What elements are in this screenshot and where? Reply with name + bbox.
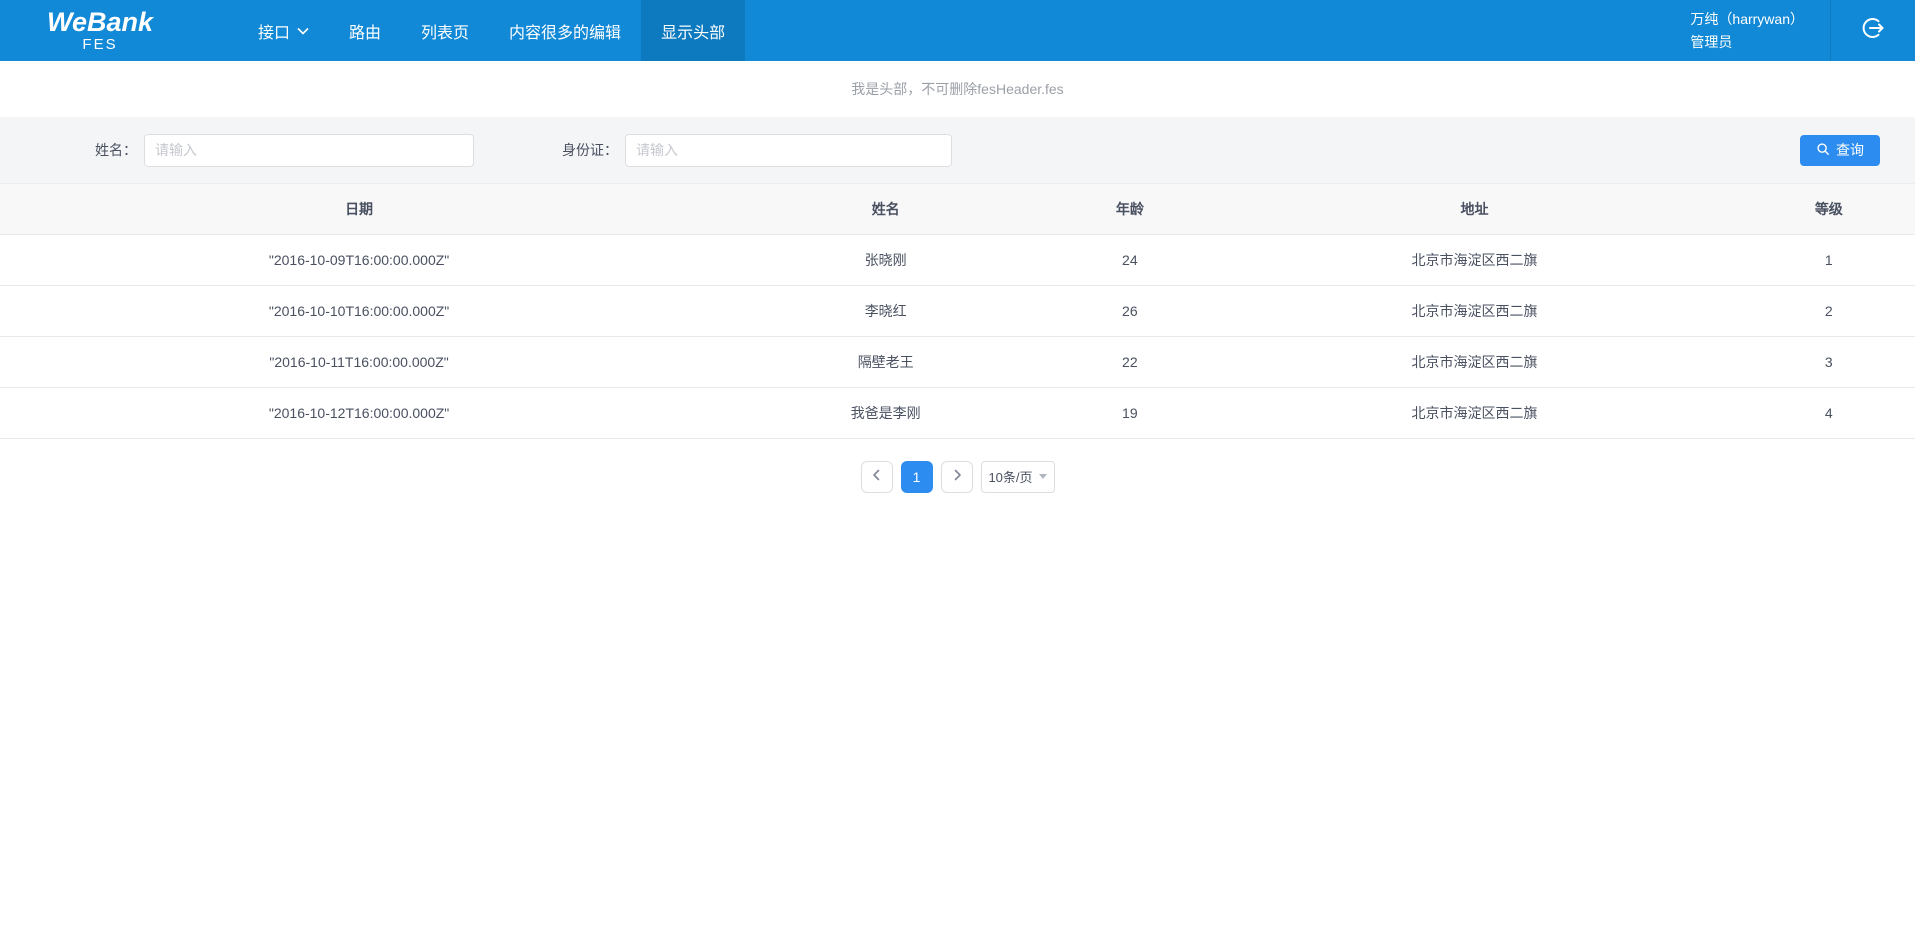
main-nav: 接口 路由 列表页 内容很多的编辑 显示头部 xyxy=(238,0,746,61)
user-info[interactable]: 万纯（harrywan） 管理员 xyxy=(1690,0,1804,61)
table-row: "2016-10-09T16:00:00.000Z" 张晓刚 24 北京市海淀区… xyxy=(0,234,1915,286)
table-row: "2016-10-10T16:00:00.000Z" 李晓红 26 北京市海淀区… xyxy=(0,285,1915,337)
cell-level: 1 xyxy=(1742,234,1915,286)
navbar-divider xyxy=(1830,0,1831,61)
cell-address: 北京市海淀区西二旗 xyxy=(1206,234,1743,286)
cell-date: "2016-10-09T16:00:00.000Z" xyxy=(0,234,719,286)
cell-level: 2 xyxy=(1742,285,1915,337)
cell-date: "2016-10-10T16:00:00.000Z" xyxy=(0,285,719,337)
data-table: 日期 姓名 年龄 地址 等级 "2016-10-09T16:00:00.000Z… xyxy=(0,184,1915,439)
logout-button[interactable] xyxy=(1831,0,1915,61)
top-navbar: WeBank FES 接口 路由 列表页 内容很多的编辑 显示头部 万纯（har… xyxy=(0,0,1915,61)
prev-page-button[interactable] xyxy=(860,460,893,493)
cell-date: "2016-10-12T16:00:00.000Z" xyxy=(0,387,719,439)
cell-address: 北京市海淀区西二旗 xyxy=(1206,336,1743,388)
page-size-select[interactable]: 10条/页 xyxy=(980,460,1055,493)
cell-date: "2016-10-11T16:00:00.000Z" xyxy=(0,336,719,388)
cell-name: 李晓红 xyxy=(718,285,1054,337)
chevron-right-icon xyxy=(951,468,963,486)
logo-subtitle: FES xyxy=(82,35,118,53)
logo-title: WeBank xyxy=(46,6,154,37)
cell-age: 22 xyxy=(1053,336,1207,388)
cell-level: 4 xyxy=(1742,387,1915,439)
id-card-input[interactable] xyxy=(625,133,952,167)
page-number-button[interactable]: 1 xyxy=(900,460,933,493)
nav-item-list-page[interactable]: 列表页 xyxy=(401,0,489,61)
search-button[interactable]: 查询 xyxy=(1800,134,1880,166)
nav-item-show-header-label: 显示头部 xyxy=(661,24,726,42)
logo[interactable]: WeBank FES xyxy=(30,0,170,61)
cell-age: 24 xyxy=(1053,234,1207,286)
col-header-address: 地址 xyxy=(1206,184,1743,235)
name-field-label: 姓名： xyxy=(95,142,137,158)
cell-level: 3 xyxy=(1742,336,1915,388)
nav-item-long-editor[interactable]: 内容很多的编辑 xyxy=(489,0,641,61)
id-card-field-label: 身份证： xyxy=(562,142,618,158)
pagination: 1 10条/页 xyxy=(0,460,1915,493)
nav-item-list-page-label: 列表页 xyxy=(421,24,470,42)
cell-name: 隔壁老王 xyxy=(718,336,1054,388)
nav-item-route[interactable]: 路由 xyxy=(329,0,401,61)
nav-item-route-label: 路由 xyxy=(349,24,382,42)
nav-item-api-label: 接口 xyxy=(258,24,291,42)
user-role: 管理员 xyxy=(1690,33,1733,50)
nav-item-api[interactable]: 接口 xyxy=(238,0,329,61)
name-input[interactable] xyxy=(144,133,474,167)
header-banner-text: 我是头部，不可删除fesHeader.fes xyxy=(851,81,1064,97)
cell-address: 北京市海淀区西二旗 xyxy=(1206,387,1743,439)
cell-age: 19 xyxy=(1053,387,1207,439)
chevron-left-icon xyxy=(871,468,883,486)
cell-address: 北京市海淀区西二旗 xyxy=(1206,285,1743,337)
cell-name: 张晓刚 xyxy=(718,234,1054,286)
chevron-down-icon xyxy=(297,22,309,40)
header-banner: 我是头部，不可删除fesHeader.fes xyxy=(0,61,1915,117)
page-size-label: 10条/页 xyxy=(988,470,1033,485)
cell-age: 26 xyxy=(1053,285,1207,337)
search-icon xyxy=(1816,142,1830,159)
table-header-row: 日期 姓名 年龄 地址 等级 xyxy=(0,184,1915,235)
table-row: "2016-10-11T16:00:00.000Z" 隔壁老王 22 北京市海淀… xyxy=(0,336,1915,388)
col-header-date: 日期 xyxy=(0,184,719,235)
caret-down-icon xyxy=(1038,474,1047,479)
col-header-age: 年龄 xyxy=(1053,184,1207,235)
table-row: "2016-10-12T16:00:00.000Z" 我爸是李刚 19 北京市海… xyxy=(0,387,1915,439)
logout-icon xyxy=(1859,14,1887,47)
user-name: 万纯（harrywan） xyxy=(1690,10,1804,27)
search-form: 姓名： 身份证： 查询 xyxy=(0,117,1915,184)
nav-item-long-editor-label: 内容很多的编辑 xyxy=(509,24,622,42)
nav-item-show-header[interactable]: 显示头部 xyxy=(641,0,746,61)
col-header-name: 姓名 xyxy=(718,184,1054,235)
cell-name: 我爸是李刚 xyxy=(718,387,1054,439)
search-button-label: 查询 xyxy=(1836,142,1864,158)
next-page-button[interactable] xyxy=(940,460,973,493)
col-header-level: 等级 xyxy=(1742,184,1915,235)
